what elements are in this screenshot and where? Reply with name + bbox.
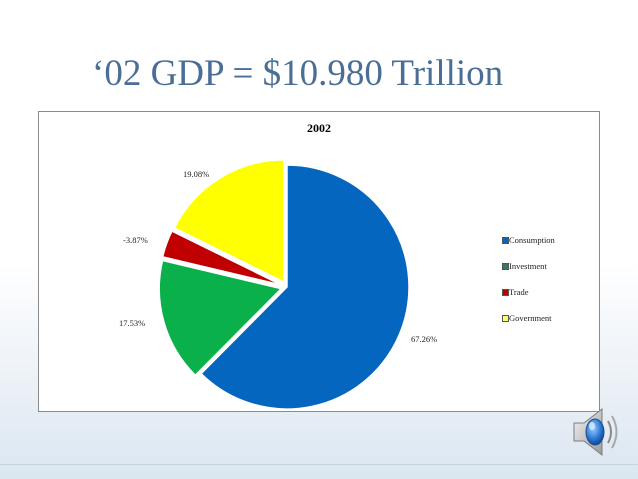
pie-slice-government bbox=[173, 159, 285, 284]
legend-swatch-consumption bbox=[502, 237, 509, 244]
legend-swatch-trade bbox=[502, 289, 509, 296]
legend-label-consumption: Consumption bbox=[509, 235, 555, 245]
slide-footer-rule bbox=[0, 464, 638, 465]
pie-slice-investment bbox=[158, 259, 283, 377]
chart-title: 2002 bbox=[307, 121, 331, 135]
legend-label-trade: Trade bbox=[509, 287, 529, 297]
slice-label-investment: 17.53% bbox=[119, 318, 146, 328]
legend-label-government: Government bbox=[509, 313, 552, 323]
slice-label-government: 19.08% bbox=[183, 169, 210, 179]
pie-chart bbox=[158, 159, 410, 410]
chart-frame: 2002 67.26% 17.53% -3.87% 19.08% Consump… bbox=[38, 111, 600, 412]
legend-label-investment: Investment bbox=[509, 261, 547, 271]
slice-label-trade: -3.87% bbox=[123, 235, 148, 245]
legend-swatch-investment bbox=[502, 263, 509, 270]
slide-title: ‘02 GDP = $10.980 Trillion bbox=[92, 53, 504, 94]
speaker-icon[interactable] bbox=[568, 403, 620, 461]
legend-swatch-government bbox=[502, 315, 509, 322]
pie-slice-consumption bbox=[200, 164, 410, 410]
slice-label-consumption: 67.26% bbox=[411, 334, 438, 344]
pie-slice-trade bbox=[161, 230, 282, 286]
